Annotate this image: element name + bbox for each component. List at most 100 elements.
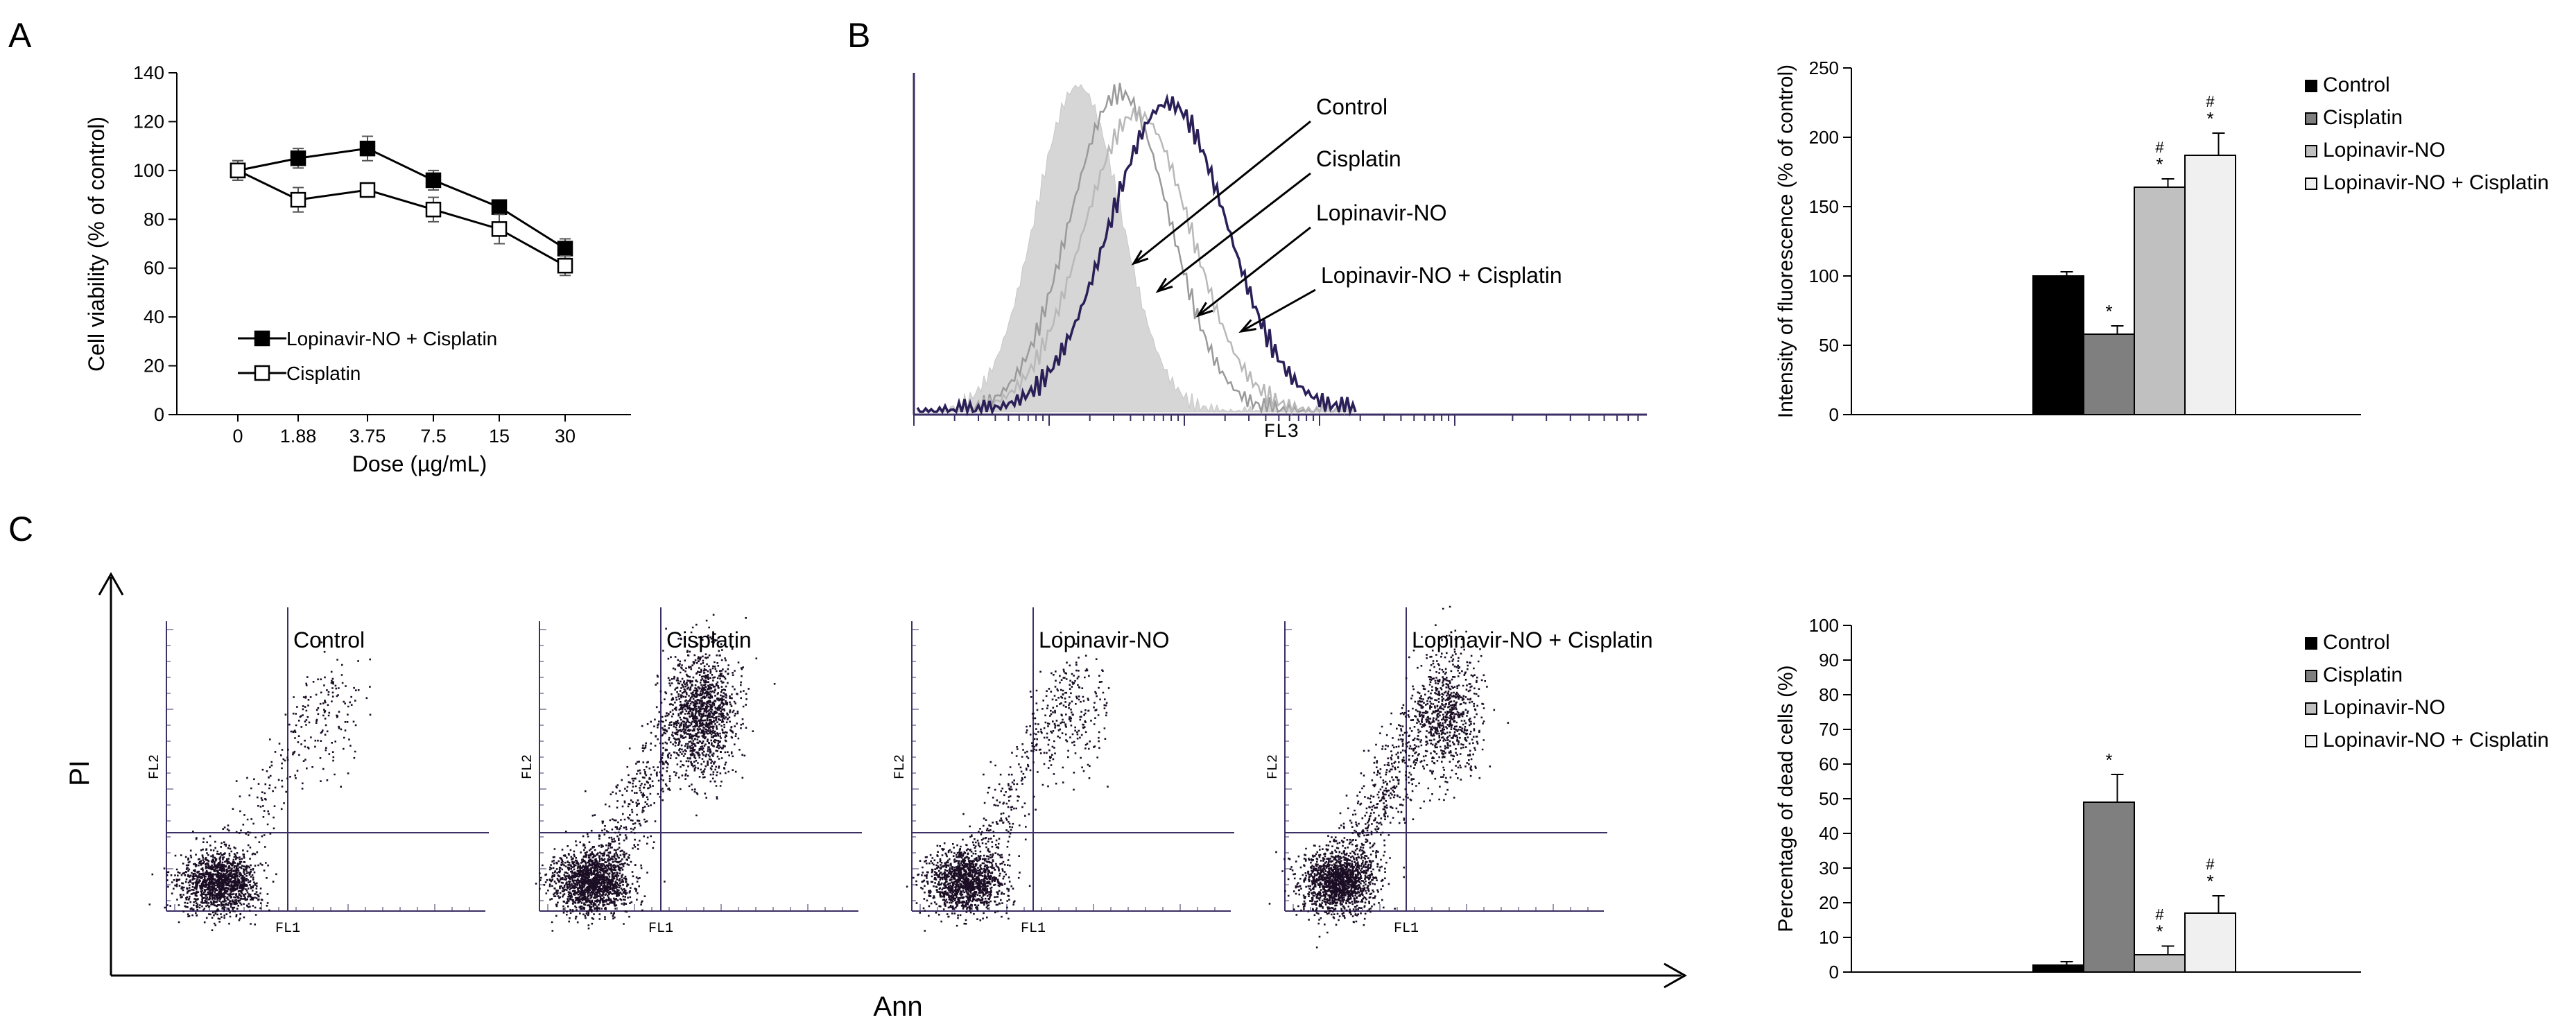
legend-swatch bbox=[2305, 735, 2317, 747]
scatter-plot-0: Control FL1 FL2 bbox=[147, 607, 489, 937]
legend-label: Lopinavir-NO bbox=[2323, 139, 2446, 162]
legend-marker bbox=[254, 330, 270, 347]
data-point bbox=[557, 257, 573, 274]
y-axis-label: Cell viability (% of control) bbox=[84, 116, 109, 372]
bar-0 bbox=[2032, 275, 2084, 415]
bar-y-tick-label: 30 bbox=[1819, 858, 1839, 878]
hist-annotation-label: Lopinavir-NO bbox=[1316, 200, 1447, 225]
legend-swatch bbox=[2305, 637, 2317, 650]
hist-x-label: FL3 bbox=[1264, 422, 1299, 443]
bar-1 bbox=[2083, 802, 2135, 973]
annotation-arrowhead bbox=[1155, 277, 1173, 293]
data-point bbox=[557, 241, 573, 257]
panel-b-bar-chart: 0 50 100 150 200 250 Intensity of fluorescence… bbox=[1774, 58, 2549, 425]
scatter-y-axis-name: FL2 bbox=[147, 754, 163, 779]
data-point bbox=[491, 221, 508, 237]
bar-y-tick-label: 100 bbox=[1809, 266, 1839, 286]
legend-swatch bbox=[2305, 177, 2317, 190]
legend-label: Control bbox=[2323, 631, 2390, 654]
x-tick-label: 3.75 bbox=[349, 426, 386, 447]
panel-label-b: B bbox=[847, 16, 870, 55]
ann-axis-arrowhead bbox=[1663, 962, 1688, 989]
scatter-events bbox=[1268, 605, 1510, 948]
series-line-0 bbox=[237, 147, 566, 250]
bar-y-tick-label: 100 bbox=[1809, 615, 1839, 636]
significance-star: * bbox=[2206, 871, 2213, 892]
annotation-arrowhead bbox=[1131, 250, 1149, 266]
hist-combination bbox=[916, 93, 1357, 417]
legend-swatch bbox=[2305, 145, 2317, 157]
significance-star: * bbox=[2156, 154, 2163, 175]
legend-swatch bbox=[2305, 670, 2317, 682]
annotation-arrow bbox=[1133, 120, 1311, 265]
significance-hash: # bbox=[2155, 906, 2164, 924]
ann-axis-label: Ann bbox=[873, 991, 922, 1022]
scatter-events bbox=[148, 641, 372, 931]
annotation-arrowhead bbox=[1238, 319, 1256, 333]
scatter-y-axis-name: FL2 bbox=[1265, 754, 1281, 779]
legend-label: Cisplatin bbox=[2323, 664, 2403, 686]
significance-hash: # bbox=[2206, 93, 2215, 110]
series-line-1 bbox=[237, 169, 566, 267]
significance-hash: # bbox=[2155, 139, 2164, 156]
legend-label: Control bbox=[2323, 73, 2390, 96]
legend-label: Cisplatin bbox=[286, 363, 361, 384]
panel-b-histogram: FL3 Control Cisplatin Lopinavir-NO Lopinavir… bbox=[913, 73, 1647, 443]
scatter-title: Control bbox=[293, 627, 365, 652]
bar-y-axis-label: Intensity of fluorescence (% of control) bbox=[1774, 64, 1797, 418]
bar-y-tick-label: 200 bbox=[1809, 127, 1839, 148]
bar-y-axis-label: Percentage of dead cells (%) bbox=[1774, 665, 1797, 932]
bar-y-tick-label: 80 bbox=[1819, 684, 1839, 705]
significance-star: * bbox=[2105, 750, 2112, 770]
bar-y-tick-label: 10 bbox=[1819, 927, 1839, 948]
bar-y-tick-label: 50 bbox=[1819, 788, 1839, 809]
legend-swatch bbox=[2305, 112, 2317, 125]
scatter-x-axis-name: FL1 bbox=[1021, 921, 1046, 937]
annotation-arrowhead bbox=[1195, 302, 1213, 318]
scatter-title: Lopinavir-NO + Cisplatin bbox=[1412, 627, 1653, 652]
data-point bbox=[290, 150, 306, 166]
scatter-title: Lopinavir-NO bbox=[1039, 627, 1170, 652]
hist-annotation-label: Lopinavir-NO + Cisplatin bbox=[1321, 263, 1562, 288]
panel-label-c: C bbox=[8, 510, 33, 548]
x-tick-label: 0 bbox=[232, 426, 243, 447]
bar-2 bbox=[2134, 954, 2186, 973]
data-point bbox=[359, 182, 376, 198]
bar-2 bbox=[2134, 187, 2186, 415]
legend-label: Lopinavir-NO + Cisplatin bbox=[286, 328, 497, 349]
bar-y-tick-label: 40 bbox=[1819, 823, 1839, 844]
hist-annotation-label: Control bbox=[1316, 94, 1388, 119]
pi-axis-label: PI bbox=[64, 760, 95, 786]
scatter-x-axis-name: FL1 bbox=[275, 921, 300, 937]
legend-swatch bbox=[2305, 80, 2317, 92]
y-tick-label: 80 bbox=[144, 209, 164, 229]
data-point bbox=[425, 201, 442, 218]
bar-y-tick-label: 90 bbox=[1819, 650, 1839, 670]
bar-y-tick-label: 150 bbox=[1809, 196, 1839, 217]
scatter-plot-3: Lopinavir-NO + Cisplatin FL1 FL2 bbox=[1265, 605, 1653, 948]
pi-axis-arrowhead bbox=[98, 571, 124, 596]
bar-y-tick-label: 60 bbox=[1819, 754, 1839, 774]
hist-annotation-label: Cisplatin bbox=[1316, 146, 1401, 171]
x-tick-label: 1.88 bbox=[280, 426, 317, 447]
scatter-x-axis-name: FL1 bbox=[648, 921, 673, 937]
y-tick-label: 120 bbox=[133, 111, 164, 132]
significance-hash: # bbox=[2206, 856, 2215, 873]
data-point bbox=[290, 191, 306, 208]
bar-3 bbox=[2184, 155, 2236, 415]
bar-y-tick-label: 0 bbox=[1829, 404, 1839, 425]
y-tick-label: 140 bbox=[133, 62, 164, 83]
scatter-plot-1: Cisplatin FL1 FL2 bbox=[520, 607, 862, 937]
significance-star: * bbox=[2105, 301, 2112, 322]
significance-star: * bbox=[2206, 108, 2213, 129]
bar-y-tick-label: 250 bbox=[1809, 58, 1839, 78]
annotation-arrow bbox=[1157, 172, 1311, 293]
scatter-plot-2: Lopinavir-NO FL1 FL2 bbox=[892, 607, 1234, 937]
significance-star: * bbox=[2156, 921, 2163, 942]
hist-control bbox=[917, 83, 1356, 413]
bar-0 bbox=[2032, 964, 2084, 973]
bar-y-tick-label: 0 bbox=[1829, 962, 1839, 982]
bar-y-tick-label: 20 bbox=[1819, 892, 1839, 913]
panel-a-line-chart: 0 20 40 60 80 100 120 140 0 1.88 3.75 7.5 15 30 Dose (… bbox=[84, 62, 631, 476]
